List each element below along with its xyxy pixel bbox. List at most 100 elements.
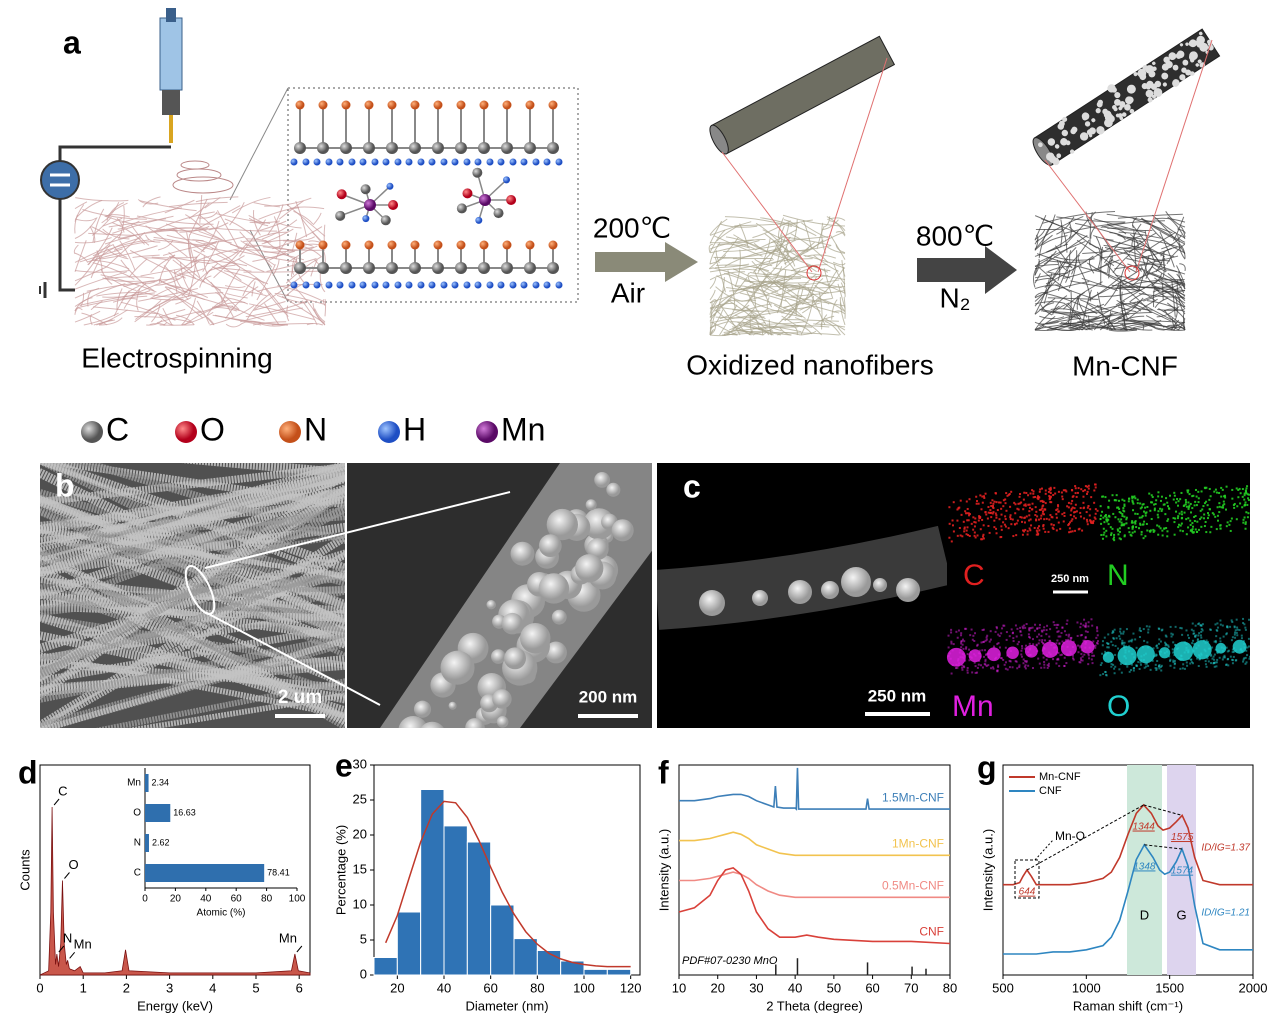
map-pixel: [1191, 528, 1194, 531]
map-pixel: [1246, 646, 1249, 649]
map-pixel: [998, 501, 1001, 504]
particle: [1056, 153, 1062, 159]
map-pixel: [1040, 514, 1043, 517]
map-pixel: [1086, 506, 1089, 509]
map-pixel: [1023, 521, 1026, 524]
map-pixel: [1082, 507, 1085, 510]
nanoparticle: [413, 700, 432, 718]
fiber: [1118, 231, 1161, 239]
atom: [318, 100, 328, 110]
map-pixel: [1037, 657, 1040, 660]
fiber: [1065, 239, 1090, 269]
fiber: [274, 292, 326, 305]
fiber: [1097, 291, 1106, 325]
map-pixel: [977, 519, 980, 522]
map-pixel: [1120, 671, 1123, 674]
fiber: [723, 243, 784, 253]
particle: [1145, 84, 1151, 90]
y-tick-label: 0: [360, 966, 367, 981]
atom: [451, 281, 459, 289]
map-pixel: [1069, 637, 1072, 640]
map-pixel: [1079, 646, 1082, 649]
map-pixel: [1107, 518, 1110, 521]
map-pixel: [1019, 516, 1022, 519]
fiber: [1053, 256, 1095, 261]
map-pixel: [1179, 626, 1182, 629]
atom: [388, 200, 399, 210]
fiber: [1176, 279, 1184, 300]
map-pixel: [1206, 504, 1209, 507]
map-pixel: [1198, 658, 1201, 661]
map-pixel: [1202, 505, 1205, 508]
map-pixel: [1038, 662, 1041, 665]
map-pixel: [1215, 635, 1218, 638]
map-pixel: [1123, 523, 1126, 526]
fiber: [94, 237, 141, 262]
nanoparticle: [752, 590, 768, 606]
map-pixel: [1191, 639, 1194, 642]
map-pixel: [1191, 507, 1194, 510]
fiber: [779, 327, 792, 336]
map-pixel: [1174, 517, 1177, 520]
atom: [382, 158, 390, 166]
reference-label: PDF#07-0230 MnO: [682, 955, 778, 967]
map-pixel: [1070, 519, 1073, 522]
map-pixel: [1119, 538, 1122, 541]
map-pixel: [1194, 624, 1197, 627]
map-blob: [1006, 646, 1019, 660]
y-axis-label: Counts: [17, 849, 32, 891]
particle: [1060, 138, 1068, 146]
fiber: [791, 290, 845, 297]
map-pixel: [1123, 535, 1126, 538]
map-pixel: [1048, 496, 1051, 499]
fiber: [264, 287, 289, 317]
fiber: [117, 220, 140, 230]
map-pixel: [963, 526, 966, 529]
map-pixel: [1064, 639, 1067, 642]
bar: [583, 968, 608, 976]
map-pixel: [1242, 621, 1245, 624]
fiber: [1112, 254, 1130, 274]
stem-image: [657, 463, 1250, 728]
map-pixel: [1037, 633, 1040, 636]
x-tick-label: 30: [749, 980, 763, 995]
fiber: [753, 266, 773, 275]
fiber: [291, 259, 297, 278]
map-pixel: [1233, 633, 1236, 636]
map-pixel: [1067, 635, 1070, 638]
map-pixel: [1057, 635, 1060, 638]
fiber: [760, 217, 817, 237]
map-pixel: [1214, 661, 1217, 664]
map-pixel: [1145, 665, 1148, 668]
map-pixel: [1130, 534, 1133, 537]
atom: [433, 100, 443, 110]
map-pixel: [1102, 672, 1105, 675]
map-pixel: [1087, 484, 1090, 487]
nanoparticle: [575, 554, 604, 583]
map-pixel: [1112, 636, 1115, 639]
fiber: [1039, 240, 1086, 263]
map-pixel: [985, 636, 988, 639]
bar: [145, 774, 149, 792]
map-pixel: [1111, 494, 1114, 497]
fiber: [739, 223, 749, 248]
map-pixel: [1006, 668, 1009, 671]
fiber: [1060, 219, 1063, 247]
atom: [417, 281, 425, 289]
map-pixel: [978, 649, 981, 652]
map-pixel: [1012, 640, 1015, 643]
map-pixel: [951, 524, 954, 527]
map-pixel: [1063, 656, 1066, 659]
map-pixel: [1125, 628, 1128, 631]
map-pixel: [1225, 485, 1228, 488]
map-pixel: [983, 496, 986, 499]
map-pixel: [1047, 490, 1050, 493]
map-pixel: [1110, 533, 1113, 536]
fiber: [267, 204, 284, 236]
particle: [1137, 68, 1147, 78]
map-pixel: [1132, 667, 1135, 670]
map-pixel: [1055, 529, 1058, 532]
fiber: [225, 286, 259, 319]
map-pixel: [1166, 501, 1169, 504]
fiber: [783, 298, 833, 308]
